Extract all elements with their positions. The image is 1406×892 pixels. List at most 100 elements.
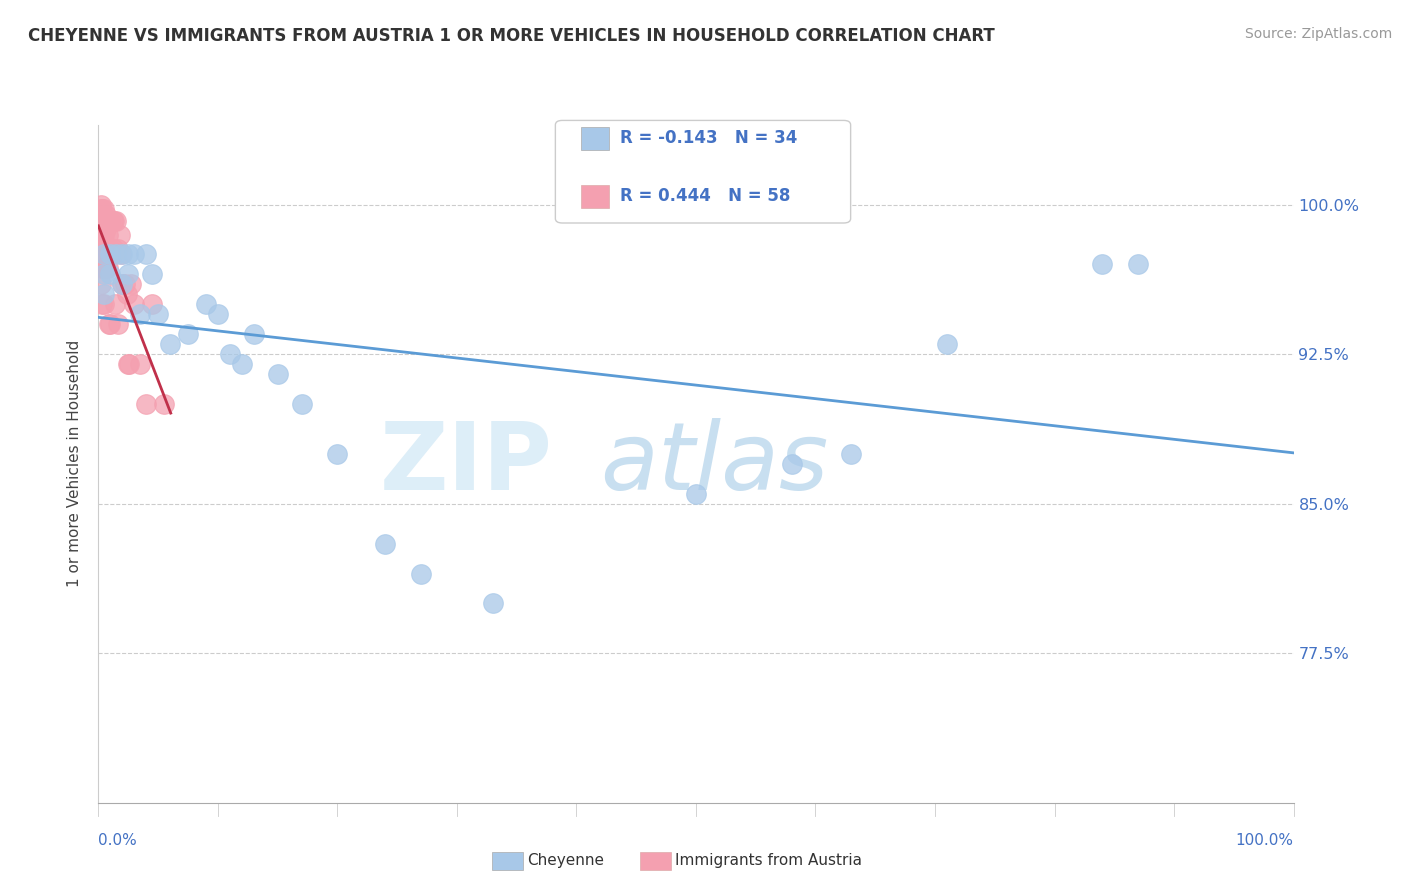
Y-axis label: 1 or more Vehicles in Household: 1 or more Vehicles in Household bbox=[67, 340, 83, 588]
Point bbox=[111, 247, 134, 261]
Point bbox=[91, 202, 114, 216]
Point bbox=[91, 261, 114, 276]
Point bbox=[93, 287, 115, 301]
Point bbox=[98, 318, 122, 332]
Point bbox=[93, 268, 115, 282]
Point bbox=[148, 307, 170, 321]
Point bbox=[90, 208, 112, 222]
Point bbox=[98, 213, 122, 227]
Point bbox=[481, 596, 505, 610]
Point bbox=[1128, 257, 1150, 271]
Point bbox=[129, 307, 152, 321]
Point bbox=[936, 337, 959, 351]
Text: atlas: atlas bbox=[600, 418, 828, 509]
Point bbox=[107, 242, 129, 256]
Point bbox=[120, 277, 142, 292]
Point bbox=[90, 218, 112, 232]
Point bbox=[124, 297, 146, 311]
Point bbox=[103, 213, 125, 227]
Point bbox=[104, 297, 127, 311]
Point bbox=[231, 357, 253, 371]
Point bbox=[93, 213, 115, 227]
Point bbox=[91, 297, 114, 311]
Point bbox=[98, 242, 122, 256]
Point bbox=[93, 261, 115, 276]
Point bbox=[97, 213, 120, 227]
Point bbox=[97, 261, 120, 276]
Point bbox=[98, 268, 122, 282]
Point bbox=[326, 447, 349, 461]
Point bbox=[96, 242, 118, 256]
Point bbox=[135, 397, 157, 411]
Point bbox=[114, 277, 136, 292]
Text: Source: ZipAtlas.com: Source: ZipAtlas.com bbox=[1244, 27, 1392, 41]
Point bbox=[94, 237, 117, 252]
Point bbox=[110, 247, 132, 261]
Point bbox=[90, 237, 112, 252]
Point bbox=[118, 357, 141, 371]
Text: R = 0.444   N = 58: R = 0.444 N = 58 bbox=[620, 187, 790, 205]
Point bbox=[91, 227, 114, 242]
Point bbox=[93, 202, 115, 216]
Point bbox=[96, 213, 118, 227]
Point bbox=[141, 268, 163, 282]
Point bbox=[841, 447, 863, 461]
Point bbox=[105, 213, 128, 227]
Point bbox=[117, 357, 139, 371]
Point bbox=[93, 227, 115, 242]
Point bbox=[115, 287, 138, 301]
Point bbox=[94, 221, 117, 235]
Text: 100.0%: 100.0% bbox=[1236, 833, 1294, 847]
Point bbox=[159, 337, 181, 351]
Point bbox=[101, 213, 124, 227]
Point bbox=[780, 457, 803, 471]
Point bbox=[135, 247, 157, 261]
Point bbox=[90, 202, 112, 216]
Point bbox=[107, 318, 129, 332]
Point bbox=[207, 307, 229, 321]
Point bbox=[101, 247, 124, 261]
Point bbox=[177, 327, 200, 342]
Point bbox=[91, 247, 114, 261]
Text: Cheyenne: Cheyenne bbox=[527, 854, 605, 868]
Point bbox=[411, 566, 433, 581]
Point bbox=[267, 367, 290, 381]
Point bbox=[91, 213, 114, 227]
Point bbox=[291, 397, 314, 411]
Point bbox=[93, 242, 115, 256]
Point bbox=[141, 297, 163, 311]
Point bbox=[94, 208, 117, 222]
Point bbox=[90, 227, 112, 242]
Text: Immigrants from Austria: Immigrants from Austria bbox=[675, 854, 862, 868]
Point bbox=[685, 487, 707, 501]
Point bbox=[129, 357, 152, 371]
Point bbox=[153, 397, 176, 411]
Point bbox=[117, 247, 139, 261]
Point bbox=[93, 297, 115, 311]
Point bbox=[98, 247, 122, 261]
Point bbox=[98, 213, 121, 227]
Point bbox=[108, 227, 131, 242]
Point bbox=[97, 227, 120, 242]
Point bbox=[374, 536, 396, 550]
Point bbox=[219, 347, 242, 361]
Point bbox=[90, 197, 112, 211]
Point bbox=[117, 268, 139, 282]
Point bbox=[1091, 257, 1114, 271]
Point bbox=[98, 318, 121, 332]
Text: CHEYENNE VS IMMIGRANTS FROM AUSTRIA 1 OR MORE VEHICLES IN HOUSEHOLD CORRELATION : CHEYENNE VS IMMIGRANTS FROM AUSTRIA 1 OR… bbox=[28, 27, 995, 45]
Point bbox=[90, 277, 112, 292]
Point bbox=[98, 242, 121, 256]
Text: 0.0%: 0.0% bbox=[98, 833, 138, 847]
Point bbox=[93, 247, 115, 261]
Point bbox=[111, 277, 134, 292]
Point bbox=[91, 227, 114, 242]
Point bbox=[194, 297, 218, 311]
Text: ZIP: ZIP bbox=[380, 417, 553, 510]
Point bbox=[243, 327, 266, 342]
Text: R = -0.143   N = 34: R = -0.143 N = 34 bbox=[620, 129, 797, 147]
Point bbox=[105, 247, 128, 261]
Point bbox=[94, 261, 117, 276]
Point bbox=[111, 277, 134, 292]
Point bbox=[90, 257, 112, 271]
